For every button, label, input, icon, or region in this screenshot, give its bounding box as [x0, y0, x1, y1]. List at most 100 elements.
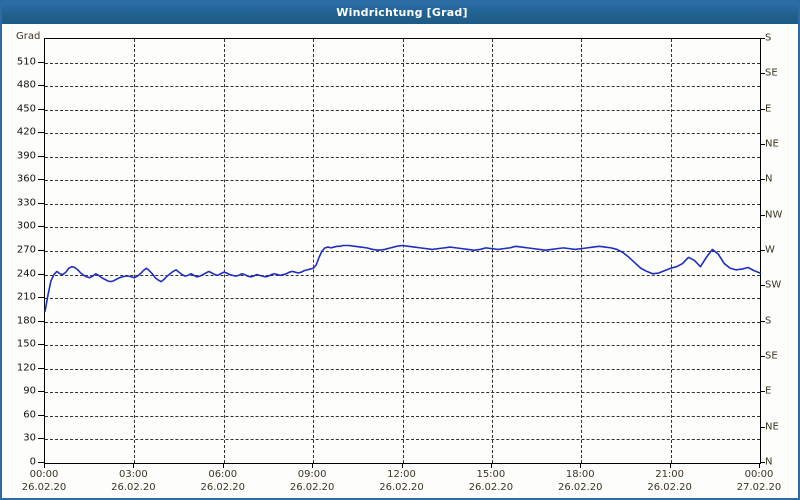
y-axis-right-tick-mark: [760, 214, 765, 216]
y-axis-left-tick-label: 450: [16, 103, 36, 115]
y-axis-left-tick-mark: [38, 320, 44, 322]
gridline-vertical: [223, 39, 225, 463]
page-title: Windrichtung [Grad]: [336, 6, 468, 19]
y-axis-left-tick-label: 30: [23, 432, 36, 444]
y-axis-right-tick-label: NE: [765, 138, 779, 150]
chart-canvas: Grad 510 480 450 420 390 360 330 300 270 240 210 18…: [2, 24, 798, 498]
y-axis-right-tick-label: SW: [765, 279, 782, 291]
y-axis-left-tick-mark: [38, 61, 44, 63]
x-axis-tick-mark: [44, 463, 45, 468]
y-axis-right-tick-label: NE: [765, 421, 779, 433]
y-axis-left-tick-mark: [38, 250, 44, 251]
x-axis-tick-time: 21:00: [655, 469, 685, 480]
y-axis-left-tick-label: 150: [16, 338, 36, 350]
x-axis-tick-time: 03:00: [118, 469, 148, 480]
x-axis-tick-time: 06:00: [208, 469, 238, 480]
x-axis-tick-label: 00:00 27.02.20: [719, 468, 798, 494]
y-axis-left-tick-label: 480: [16, 79, 36, 91]
y-axis-left-tick-mark: [38, 391, 44, 393]
y-axis-left-tick-mark: [38, 85, 44, 87]
y-axis-left-tick-label: 330: [16, 197, 36, 209]
x-axis-tick-date: 27.02.20: [736, 482, 782, 493]
gridline-vertical: [491, 39, 493, 463]
y-axis-right-tick-mark: [760, 391, 765, 393]
y-axis-left-tick-label: 0: [29, 456, 36, 468]
y-axis-left-tick-label: 510: [16, 56, 36, 68]
y-axis-left-tick-label: 420: [16, 126, 36, 138]
y-axis-left-tick-label: 240: [16, 268, 36, 280]
y-axis-right-tick-label: W: [765, 244, 775, 256]
x-axis-tick-mark: [669, 463, 671, 468]
y-axis-right-tick-label: E: [765, 103, 772, 115]
y-axis-left-tick-mark: [38, 462, 44, 463]
y-axis-right-tick-label: N: [765, 173, 773, 185]
x-axis-tick-date: 26.02.20: [111, 482, 156, 493]
y-axis-left-tick-label: 180: [16, 315, 36, 327]
x-axis-tick-date: 26.02.20: [200, 482, 246, 493]
gridline-vertical: [581, 39, 583, 463]
x-axis-tick-time: 00:00: [744, 469, 774, 480]
x-axis-tick-time: 12:00: [387, 469, 416, 480]
y-axis-right-tick-mark: [760, 179, 765, 181]
y-axis-right-tick-mark: [760, 462, 765, 463]
y-axis-left-tick-mark: [38, 226, 44, 228]
x-axis-tick-mark: [759, 463, 760, 468]
x-axis-tick-mark: [133, 463, 135, 468]
x-axis-tick-date: 26.02.20: [379, 482, 424, 493]
x-axis-tick-mark: [312, 463, 314, 468]
x-axis-tick-label: 09:00 26.02.20: [272, 468, 352, 494]
y-axis-left-tick-label: 360: [16, 173, 36, 185]
x-axis-tick-date: 26.02.20: [289, 482, 335, 493]
x-axis-tick-mark: [222, 463, 224, 468]
y-axis-right-tick-mark: [760, 38, 765, 39]
series-line-windrichtung: [44, 244, 761, 313]
x-axis-tick-time: 09:00: [297, 469, 327, 480]
x-axis-tick-label: 12:00 26.02.20: [362, 468, 442, 494]
gridline-vertical: [402, 39, 404, 463]
series-polyline: [44, 244, 761, 313]
gridline-vertical: [134, 39, 136, 463]
y-axis-left-tick-mark: [38, 179, 44, 181]
y-axis-left-tick-mark: [38, 344, 44, 346]
y-axis-left-tick-label: 390: [16, 150, 36, 162]
y-axis-left-tick-label: 270: [16, 244, 36, 256]
y-axis-right-tick-label: SE: [765, 350, 778, 362]
y-axis-unit-label: Grad: [16, 31, 41, 42]
x-axis-tick-date: 26.02.20: [468, 482, 514, 493]
x-axis-tick-date: 26.02.20: [647, 482, 692, 493]
y-axis-left-tick-label: 210: [16, 291, 36, 303]
window-title-bar: Windrichtung [Grad]: [2, 2, 798, 24]
y-axis-left-tick-label: 90: [23, 385, 36, 397]
y-axis-right-tick-mark: [760, 73, 765, 75]
y-axis-left-tick-mark: [38, 414, 44, 416]
y-axis-right-tick-label: S: [765, 32, 772, 44]
y-axis-right-tick-mark: [760, 320, 765, 322]
y-axis-left-tick-label: 120: [16, 362, 36, 374]
y-axis-left-tick-mark: [38, 202, 44, 204]
y-axis-left-tick-mark: [38, 132, 44, 134]
y-axis-right-tick-mark: [760, 144, 765, 145]
y-axis-left-tick-mark: [38, 108, 44, 110]
x-axis-tick-mark: [580, 463, 582, 468]
y-axis-right-tick-label: E: [765, 385, 772, 397]
y-axis-left-tick-mark: [38, 367, 44, 369]
y-axis-right-tick-label: N: [765, 456, 773, 468]
x-axis-tick-label: 18:00 26.02.20: [540, 468, 620, 494]
x-axis-tick-label: 21:00 26.02.20: [630, 468, 710, 494]
x-axis-tick-date: 26.02.20: [557, 482, 603, 493]
x-axis-tick-label: 06:00 26.02.20: [183, 468, 263, 494]
x-axis-tick-time: 00:00: [29, 469, 59, 480]
y-axis-left-tick-mark: [38, 273, 44, 275]
y-axis-right-tick-label: NW: [765, 209, 783, 221]
y-axis-left-tick-mark: [38, 438, 44, 440]
y-axis-right-tick-label: SE: [765, 67, 778, 79]
y-axis-right-tick-label: S: [765, 315, 772, 327]
x-axis-tick-label: 03:00 26.02.20: [93, 468, 173, 494]
y-axis-right-tick-mark: [760, 285, 765, 287]
gridline-vertical: [313, 39, 315, 463]
y-axis-right-tick-mark: [760, 426, 765, 428]
x-axis-tick-date: 26.02.20: [21, 482, 67, 493]
x-axis-tick-label: 00:00 26.02.20: [4, 468, 84, 494]
plot-area: [44, 38, 761, 464]
